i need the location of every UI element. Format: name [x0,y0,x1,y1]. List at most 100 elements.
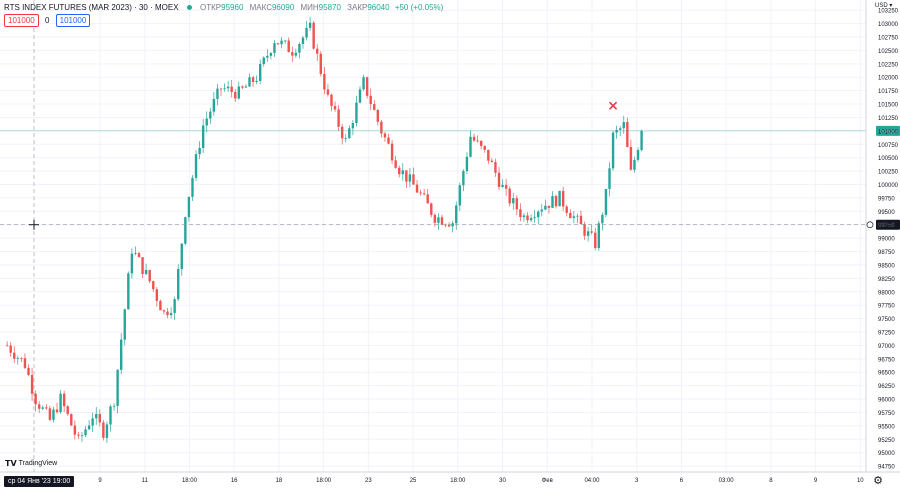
candle-body [216,88,219,99]
candle-body [219,88,223,90]
candle-body [618,128,622,130]
candle-body [91,418,94,426]
x-tick-label: 3 [635,478,639,484]
crosshair-price-label: 99250 [878,223,895,229]
candle-body [144,270,148,275]
close-value: 96040 [367,3,390,12]
candle-body [430,203,433,215]
candle-body [273,43,276,53]
candle-body [312,22,315,49]
sell-button[interactable]: 101000 [4,14,39,27]
candle-body [373,104,376,110]
candle-body [383,133,387,138]
settings-gear-icon[interactable]: ⚙ [873,475,883,487]
candle-body [426,194,429,204]
overlays: 101000 99250 [0,0,900,472]
candle-body [109,406,112,425]
candle-body [38,404,41,409]
candle-body [16,357,20,359]
candle-body [512,198,515,204]
candle-body [283,40,287,42]
candle-body [180,243,183,270]
candle-body [134,253,137,254]
candle-body [483,145,486,150]
x-tick-label: 04:00 [584,478,600,484]
candle-body [390,143,394,161]
candle-body [437,217,440,223]
y-tick-label: 98250 [878,277,895,283]
candle-body [95,413,98,419]
candle-body [444,224,447,226]
candle-body [508,188,511,204]
currency-unit[interactable]: USD ▾ [875,3,893,9]
candle-body [640,130,643,151]
candle-body [419,192,422,194]
close-label: ЗАКР [347,3,368,12]
candle-body [141,257,144,275]
candle-body [504,184,508,189]
y-tick-label: 101000 [878,129,899,135]
buy-button[interactable]: 101000 [55,14,91,27]
candle-body [415,184,419,193]
candle-body [173,299,176,313]
candle-body [572,216,576,219]
y-tick-label: 99500 [878,210,895,216]
y-tick-label: 101500 [878,103,899,109]
candle-body [266,55,269,58]
x-tick-label: 9 [814,478,818,484]
candle-body [291,52,294,56]
low-label: МИН [300,3,319,12]
candle-body [116,369,119,406]
candle-body [130,253,134,274]
candle-body [187,196,191,218]
candle-body [479,140,483,146]
y-tick-label: 96500 [878,371,895,377]
y-tick-label: 100750 [878,143,899,149]
last-price-label: 101000 [878,129,899,135]
candle-body [45,407,48,409]
candle-body [9,345,12,353]
y-tick-label: 97250 [878,331,895,337]
candle-body [298,43,301,53]
candle-body [319,53,322,74]
tradingview-logo[interactable]: 𝗧𝗩 TradingView [5,459,57,468]
y-tick-label: 97500 [878,317,895,323]
candle-body [316,48,319,54]
order-quantity[interactable]: 0 [44,16,50,25]
candle-body [112,405,116,407]
candle-body [184,217,187,244]
candle-body [355,102,358,123]
y-tick-label: 100000 [878,183,899,189]
candle-body [230,86,233,92]
candle-body [469,136,472,157]
x-tick-label: 18:00 [316,478,332,484]
market-status-icon [186,5,192,11]
y-tick-label: 102750 [878,36,899,42]
x-tick-label: 18 [276,478,283,484]
candle-body [223,88,226,90]
order-panel: 101000 0 101000 [4,14,91,27]
candle-body [433,214,437,223]
symbol-legend: RTS INDEX FUTURES (MAR 2023) · 30 · MOEX… [4,3,443,12]
candle-body [629,147,633,170]
candle-body [576,215,579,217]
candle-body [501,184,504,187]
candle-body [533,217,536,219]
y-tick-label: 96250 [878,384,895,390]
candle-body [333,106,337,110]
candle-body [62,393,66,407]
candle-body [340,126,344,139]
candle-body [394,160,397,168]
candle-body [59,393,62,413]
candle-body [102,422,105,438]
candle-body [55,409,59,413]
symbol-title[interactable]: RTS INDEX FUTURES (MAR 2023) · 30 · MOEX [4,3,179,12]
candle-body [412,174,415,185]
y-tick-label: 97000 [878,344,895,350]
x-tick-label: 10 [857,478,864,484]
candle-body [337,109,340,127]
y-tick-label: 103250 [878,9,899,15]
candle-body [597,223,601,249]
